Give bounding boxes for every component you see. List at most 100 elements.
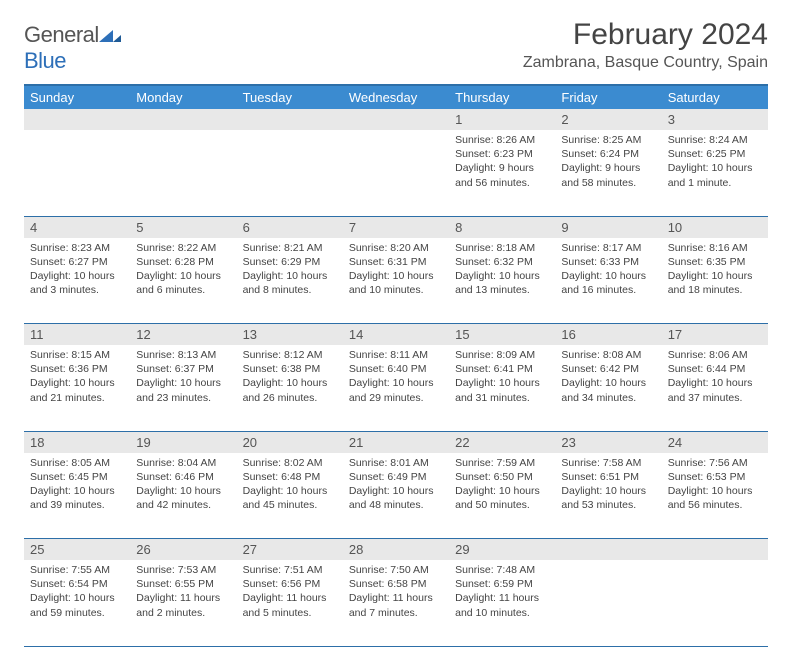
day-number-cell: 15 (449, 324, 555, 346)
sunset-line: Sunset: 6:29 PM (243, 255, 337, 269)
day-detail-cell: Sunrise: 7:51 AMSunset: 6:56 PMDaylight:… (237, 560, 343, 646)
day-detail-cell: Sunrise: 8:25 AMSunset: 6:24 PMDaylight:… (555, 130, 661, 216)
daylight-line: Daylight: 10 hours and 23 minutes. (136, 376, 230, 404)
logo-text: General Blue (24, 22, 121, 74)
title-block: February 2024 Zambrana, Basque Country, … (523, 18, 768, 72)
day-number-cell: 18 (24, 431, 130, 453)
day-number-cell: 17 (662, 324, 768, 346)
day-number-cell: 3 (662, 109, 768, 130)
sunset-line: Sunset: 6:55 PM (136, 577, 230, 591)
day-detail-cell: Sunrise: 8:13 AMSunset: 6:37 PMDaylight:… (130, 345, 236, 431)
daylight-line: Daylight: 10 hours and 42 minutes. (136, 484, 230, 512)
day-detail-cell: Sunrise: 8:12 AMSunset: 6:38 PMDaylight:… (237, 345, 343, 431)
day-detail-cell (555, 560, 661, 646)
day-content: Sunrise: 8:18 AMSunset: 6:32 PMDaylight:… (449, 238, 555, 304)
daylight-line: Daylight: 10 hours and 16 minutes. (561, 269, 655, 297)
sunset-line: Sunset: 6:37 PM (136, 362, 230, 376)
day-detail-cell (343, 130, 449, 216)
weekday-header: Wednesday (343, 85, 449, 109)
day-detail-row: Sunrise: 8:05 AMSunset: 6:45 PMDaylight:… (24, 453, 768, 539)
sunrise-line: Sunrise: 8:22 AM (136, 241, 230, 255)
day-content: Sunrise: 8:01 AMSunset: 6:49 PMDaylight:… (343, 453, 449, 519)
sunset-line: Sunset: 6:45 PM (30, 470, 124, 484)
sunrise-line: Sunrise: 8:04 AM (136, 456, 230, 470)
day-detail-cell: Sunrise: 7:53 AMSunset: 6:55 PMDaylight:… (130, 560, 236, 646)
sunset-line: Sunset: 6:58 PM (349, 577, 443, 591)
sunrise-line: Sunrise: 8:08 AM (561, 348, 655, 362)
day-detail-cell: Sunrise: 7:58 AMSunset: 6:51 PMDaylight:… (555, 453, 661, 539)
sunset-line: Sunset: 6:27 PM (30, 255, 124, 269)
sunset-line: Sunset: 6:50 PM (455, 470, 549, 484)
day-detail-row: Sunrise: 7:55 AMSunset: 6:54 PMDaylight:… (24, 560, 768, 646)
day-content: Sunrise: 8:20 AMSunset: 6:31 PMDaylight:… (343, 238, 449, 304)
day-number-cell (237, 109, 343, 130)
day-detail-cell: Sunrise: 8:22 AMSunset: 6:28 PMDaylight:… (130, 238, 236, 324)
day-number-cell: 25 (24, 539, 130, 561)
day-number-cell: 29 (449, 539, 555, 561)
sunrise-line: Sunrise: 8:17 AM (561, 241, 655, 255)
day-detail-cell: Sunrise: 8:24 AMSunset: 6:25 PMDaylight:… (662, 130, 768, 216)
calendar-body: 123Sunrise: 8:26 AMSunset: 6:23 PMDaylig… (24, 109, 768, 646)
day-detail-cell (237, 130, 343, 216)
sunrise-line: Sunrise: 7:50 AM (349, 563, 443, 577)
sunrise-line: Sunrise: 8:26 AM (455, 133, 549, 147)
day-number-cell: 13 (237, 324, 343, 346)
sunrise-line: Sunrise: 7:51 AM (243, 563, 337, 577)
day-number-cell (662, 539, 768, 561)
day-number-cell: 7 (343, 216, 449, 238)
day-number-cell (24, 109, 130, 130)
day-content: Sunrise: 8:02 AMSunset: 6:48 PMDaylight:… (237, 453, 343, 519)
sunrise-line: Sunrise: 7:56 AM (668, 456, 762, 470)
day-content: Sunrise: 7:56 AMSunset: 6:53 PMDaylight:… (662, 453, 768, 519)
day-content: Sunrise: 8:15 AMSunset: 6:36 PMDaylight:… (24, 345, 130, 411)
daylight-line: Daylight: 10 hours and 26 minutes. (243, 376, 337, 404)
sunset-line: Sunset: 6:41 PM (455, 362, 549, 376)
daylight-line: Daylight: 9 hours and 56 minutes. (455, 161, 549, 189)
day-content: Sunrise: 8:05 AMSunset: 6:45 PMDaylight:… (24, 453, 130, 519)
daylight-line: Daylight: 10 hours and 29 minutes. (349, 376, 443, 404)
sunrise-line: Sunrise: 8:06 AM (668, 348, 762, 362)
day-number-cell: 2 (555, 109, 661, 130)
day-content: Sunrise: 7:53 AMSunset: 6:55 PMDaylight:… (130, 560, 236, 626)
sunrise-line: Sunrise: 8:23 AM (30, 241, 124, 255)
weekday-header: Monday (130, 85, 236, 109)
day-number-cell: 9 (555, 216, 661, 238)
header: General Blue February 2024 Zambrana, Bas… (24, 18, 768, 74)
sunrise-line: Sunrise: 8:09 AM (455, 348, 549, 362)
sunrise-line: Sunrise: 8:18 AM (455, 241, 549, 255)
daylight-line: Daylight: 10 hours and 31 minutes. (455, 376, 549, 404)
day-number-cell: 6 (237, 216, 343, 238)
sunrise-line: Sunrise: 7:48 AM (455, 563, 549, 577)
day-content: Sunrise: 7:58 AMSunset: 6:51 PMDaylight:… (555, 453, 661, 519)
day-detail-cell: Sunrise: 8:23 AMSunset: 6:27 PMDaylight:… (24, 238, 130, 324)
day-number-cell: 23 (555, 431, 661, 453)
day-number-cell: 4 (24, 216, 130, 238)
daylight-line: Daylight: 10 hours and 1 minute. (668, 161, 762, 189)
day-number-cell (555, 539, 661, 561)
daylight-line: Daylight: 10 hours and 45 minutes. (243, 484, 337, 512)
daylight-line: Daylight: 10 hours and 56 minutes. (668, 484, 762, 512)
daylight-line: Daylight: 10 hours and 37 minutes. (668, 376, 762, 404)
daylight-line: Daylight: 10 hours and 18 minutes. (668, 269, 762, 297)
day-number-cell (130, 109, 236, 130)
daylight-line: Daylight: 10 hours and 21 minutes. (30, 376, 124, 404)
day-content: Sunrise: 7:48 AMSunset: 6:59 PMDaylight:… (449, 560, 555, 626)
day-detail-cell: Sunrise: 7:55 AMSunset: 6:54 PMDaylight:… (24, 560, 130, 646)
day-detail-cell (24, 130, 130, 216)
page-title: February 2024 (523, 18, 768, 52)
day-content: Sunrise: 8:04 AMSunset: 6:46 PMDaylight:… (130, 453, 236, 519)
day-detail-cell: Sunrise: 8:11 AMSunset: 6:40 PMDaylight:… (343, 345, 449, 431)
day-number-row: 11121314151617 (24, 324, 768, 346)
sunset-line: Sunset: 6:44 PM (668, 362, 762, 376)
day-number-row: 123 (24, 109, 768, 130)
day-detail-cell: Sunrise: 8:20 AMSunset: 6:31 PMDaylight:… (343, 238, 449, 324)
sunrise-line: Sunrise: 8:01 AM (349, 456, 443, 470)
day-detail-row: Sunrise: 8:26 AMSunset: 6:23 PMDaylight:… (24, 130, 768, 216)
weekday-header: Friday (555, 85, 661, 109)
logo-word1: General (24, 22, 99, 47)
daylight-line: Daylight: 10 hours and 34 minutes. (561, 376, 655, 404)
sunrise-line: Sunrise: 8:21 AM (243, 241, 337, 255)
sunset-line: Sunset: 6:53 PM (668, 470, 762, 484)
sunset-line: Sunset: 6:51 PM (561, 470, 655, 484)
day-content: Sunrise: 8:26 AMSunset: 6:23 PMDaylight:… (449, 130, 555, 196)
